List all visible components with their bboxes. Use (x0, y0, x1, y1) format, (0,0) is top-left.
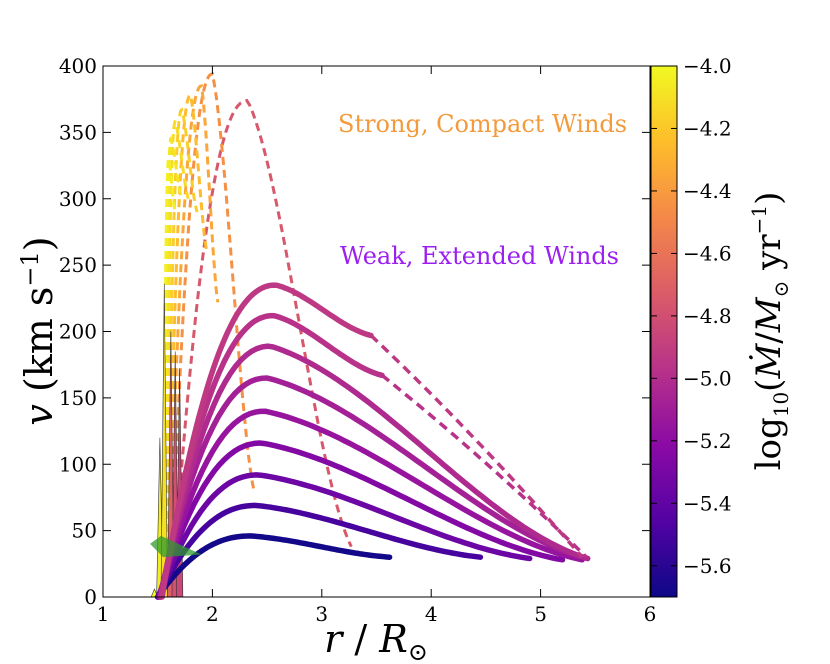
strong-wind-line-6 (163, 119, 190, 598)
weak-wind-line-8 (158, 312, 385, 600)
strong-wind-line-8 (161, 154, 177, 598)
y-tick-label: 100 (59, 452, 97, 476)
annotation-weak-extended-winds: Weak, Extended Winds (340, 242, 619, 270)
x-tick-label: 4 (425, 602, 438, 626)
weak-wind-line-1 (154, 533, 393, 600)
y-tick-label: 0 (84, 585, 97, 609)
annotation-strong-compact-winds: Strong, Compact Winds (338, 110, 627, 138)
y-tick-label: 250 (59, 253, 97, 277)
y-tick-label: 400 (59, 54, 97, 78)
y-tick-label: 300 (59, 187, 97, 211)
weak-wind-extension-9 (369, 334, 584, 559)
x-axis-ticks: 1 2 3 4 5 6 (97, 66, 657, 626)
strong-wind-line-4 (166, 93, 209, 598)
colorbar-ticks: −4.0 −4.2 −4.4 −4.6 −4.8 −5.0 −5.2 −5.4 −5.6 (651, 54, 732, 578)
weak-wind-line-4 (156, 440, 566, 600)
y-axis-label: v (km s−1) (16, 236, 61, 425)
y-tick-label: 50 (72, 519, 97, 543)
x-tick-label: 6 (644, 602, 657, 626)
x-tick-label: 1 (97, 602, 110, 626)
x-tick-label: 2 (206, 602, 219, 626)
strong-wind-line-5 (165, 107, 199, 598)
colorbar-label: log10(Ṁ/M⊙ yr−1) (747, 192, 793, 471)
colorbar-tick-label: −4.2 (683, 116, 732, 140)
y-tick-label: 350 (59, 120, 97, 144)
colorbar-tick-label: −4.8 (683, 304, 732, 328)
colorbar-tick-label: −5.2 (683, 429, 732, 453)
weak-wind-extension-8 (380, 373, 588, 559)
y-axis-ticks: 0 50 100 150 200 250 300 350 400 (59, 54, 650, 609)
colorbar (650, 65, 678, 598)
weak-wind-line-7 (158, 343, 591, 600)
x-tick-label: 3 (315, 602, 328, 626)
green-arrow-marker (150, 535, 202, 558)
weak-wind-line-9 (159, 282, 374, 600)
y-tick-label: 200 (59, 320, 97, 344)
colorbar-tick-label: −4.4 (683, 179, 732, 203)
colorbar-tick-label: −4.0 (683, 54, 732, 78)
plot-lines (150, 72, 591, 600)
weak-wind-line-2 (154, 502, 484, 600)
x-axis-label: r / R⊙ (324, 617, 428, 664)
colorbar-tick-label: −4.6 (683, 241, 732, 265)
colorbar-tick-label: −5.4 (683, 491, 732, 515)
strong-wind-line-1 (170, 98, 353, 598)
weak-wind-line-3 (156, 472, 533, 600)
weak-wind-line-6 (157, 375, 591, 600)
weak-wind-line-5 (157, 408, 585, 600)
colorbar-tick-label: −5.6 (683, 554, 732, 578)
x-tick-label: 5 (534, 602, 547, 626)
y-tick-label: 150 (59, 386, 97, 410)
strong-wind-line-3 (167, 84, 220, 598)
colorbar-tick-label: −5.0 (683, 366, 732, 390)
